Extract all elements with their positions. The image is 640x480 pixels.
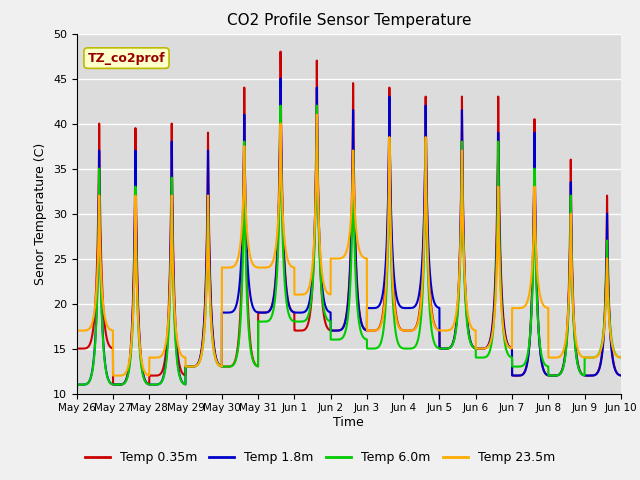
- Temp 0.35m: [412, 325, 419, 331]
- Line: Temp 23.5m: Temp 23.5m: [77, 115, 621, 375]
- Line: Temp 0.35m: Temp 0.35m: [77, 52, 621, 384]
- Temp 1.8m: [77, 382, 85, 387]
- Temp 6.0m: [566, 282, 573, 288]
- Temp 0.35m: [402, 328, 410, 334]
- Temp 1.8m: [566, 275, 573, 281]
- Temp 1.8m: [225, 310, 233, 315]
- Title: CO2 Profile Sensor Temperature: CO2 Profile Sensor Temperature: [227, 13, 471, 28]
- Temp 23.5m: [225, 264, 233, 270]
- Temp 23.5m: [73, 327, 81, 333]
- Temp 0.35m: [189, 364, 197, 370]
- Legend: Temp 0.35m, Temp 1.8m, Temp 6.0m, Temp 23.5m: Temp 0.35m, Temp 1.8m, Temp 6.0m, Temp 2…: [79, 446, 561, 469]
- Temp 1.8m: [276, 76, 284, 82]
- Temp 0.35m: [617, 372, 625, 378]
- Temp 0.35m: [114, 382, 122, 387]
- Temp 23.5m: [617, 355, 625, 360]
- Temp 0.35m: [73, 346, 81, 351]
- Temp 1.8m: [402, 305, 410, 311]
- Line: Temp 6.0m: Temp 6.0m: [77, 106, 621, 384]
- Temp 23.5m: [412, 325, 419, 331]
- Temp 6.0m: [77, 382, 85, 387]
- Text: TZ_co2prof: TZ_co2prof: [88, 51, 165, 65]
- Temp 0.35m: [225, 364, 233, 370]
- Temp 1.8m: [617, 372, 625, 378]
- Temp 23.5m: [566, 282, 573, 288]
- Temp 1.8m: [189, 364, 197, 370]
- Temp 6.0m: [617, 355, 625, 360]
- Temp 23.5m: [189, 364, 197, 370]
- Temp 6.0m: [189, 364, 197, 370]
- Temp 23.5m: [617, 355, 625, 360]
- X-axis label: Time: Time: [333, 416, 364, 429]
- Temp 6.0m: [225, 364, 233, 370]
- Temp 0.35m: [276, 49, 284, 55]
- Temp 23.5m: [114, 372, 122, 378]
- Temp 0.35m: [566, 264, 573, 269]
- Y-axis label: Senor Temperature (C): Senor Temperature (C): [35, 143, 47, 285]
- Temp 23.5m: [313, 112, 321, 118]
- Temp 23.5m: [402, 328, 410, 334]
- Line: Temp 1.8m: Temp 1.8m: [77, 79, 621, 384]
- Temp 1.8m: [412, 303, 419, 309]
- Temp 1.8m: [73, 382, 81, 387]
- Temp 6.0m: [617, 355, 625, 360]
- Temp 0.35m: [617, 372, 625, 378]
- Temp 6.0m: [276, 103, 284, 108]
- Temp 6.0m: [412, 343, 419, 349]
- Temp 6.0m: [73, 382, 81, 387]
- Temp 6.0m: [402, 346, 410, 351]
- Temp 1.8m: [617, 372, 625, 378]
